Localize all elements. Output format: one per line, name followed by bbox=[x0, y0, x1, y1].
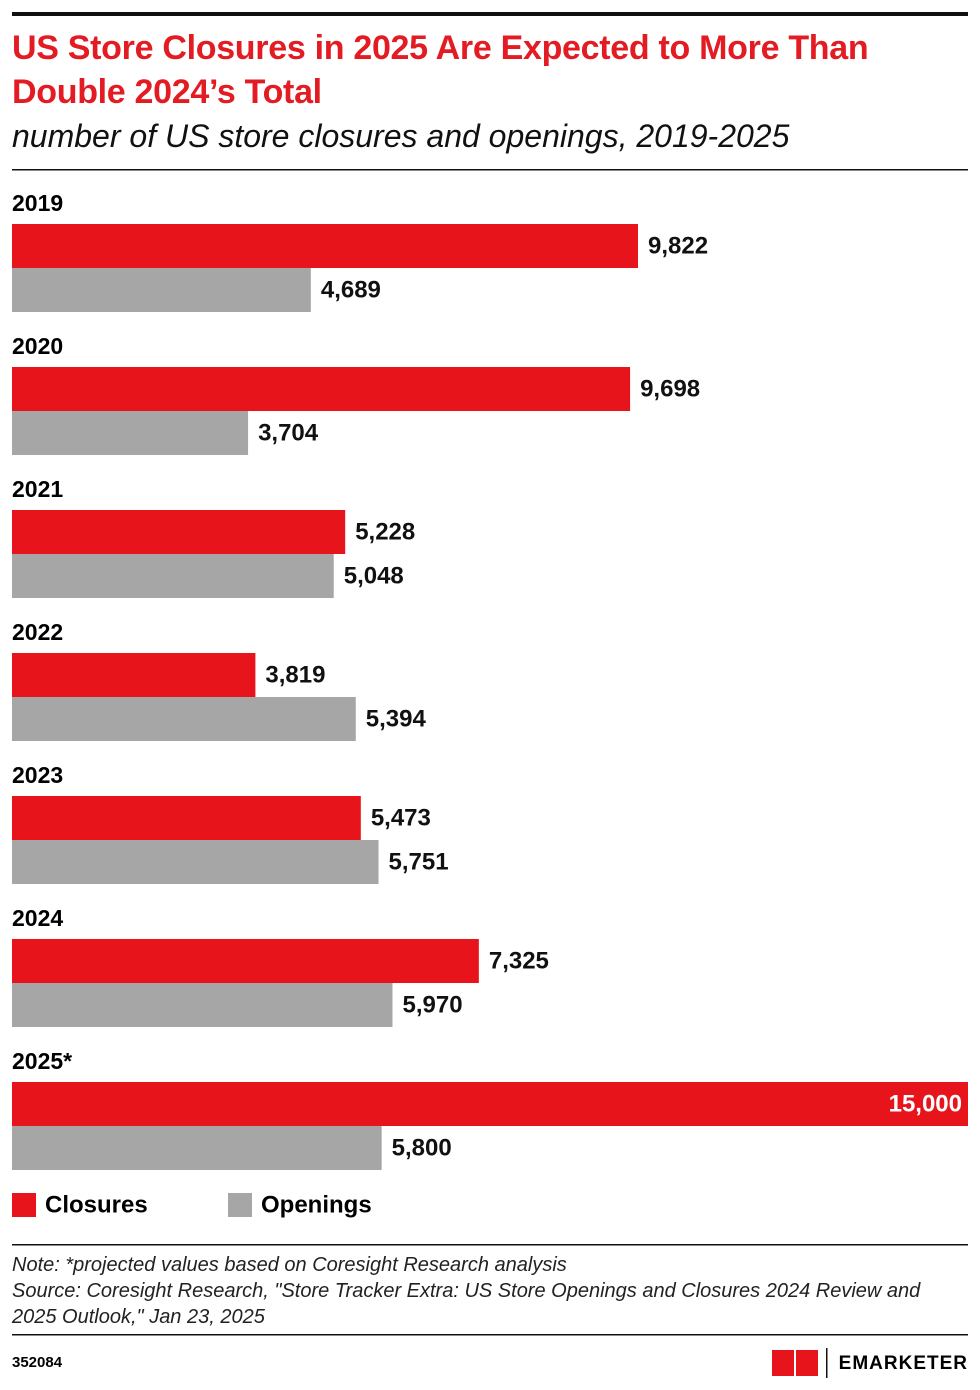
rule bbox=[12, 169, 968, 171]
bar bbox=[12, 697, 356, 741]
legend-swatch bbox=[12, 1193, 36, 1217]
bar bbox=[12, 224, 638, 268]
category-label: 2019 bbox=[12, 190, 63, 216]
logo-mark bbox=[772, 1350, 794, 1376]
bar bbox=[12, 983, 393, 1027]
logo-mark bbox=[796, 1350, 818, 1376]
chart-id: 352084 bbox=[12, 1354, 63, 1371]
category-label: 2025* bbox=[12, 1048, 72, 1074]
category-label: 2020 bbox=[12, 333, 63, 359]
category-label: 2021 bbox=[12, 476, 63, 502]
bar bbox=[12, 653, 256, 697]
rule bbox=[12, 1244, 968, 1246]
logo-divider bbox=[826, 1348, 828, 1378]
value-label: 15,000 bbox=[889, 1090, 962, 1117]
value-label: 5,048 bbox=[344, 562, 404, 589]
value-label: 3,704 bbox=[258, 419, 319, 446]
bar bbox=[12, 268, 311, 312]
value-label: 3,819 bbox=[265, 661, 325, 688]
chart-subtitle: number of US store closures and openings… bbox=[12, 118, 790, 154]
bar bbox=[12, 840, 379, 884]
value-label: 5,394 bbox=[366, 705, 427, 732]
value-label: 5,800 bbox=[392, 1134, 452, 1161]
value-label: 5,473 bbox=[371, 804, 431, 831]
bar bbox=[12, 411, 249, 455]
value-label: 4,689 bbox=[321, 276, 381, 303]
chart-title: US Store Closures in 2025 Are Expected t… bbox=[12, 29, 869, 111]
top-rule bbox=[12, 12, 968, 16]
legend-swatch bbox=[228, 1193, 252, 1217]
logo: EMARKETER bbox=[772, 1348, 968, 1378]
value-label: 5,751 bbox=[389, 848, 449, 875]
bar bbox=[12, 1126, 382, 1170]
category-label: 2023 bbox=[12, 762, 63, 788]
bar bbox=[12, 939, 479, 983]
category-label: 2022 bbox=[12, 619, 63, 645]
value-label: 9,822 bbox=[648, 232, 708, 259]
value-label: 5,228 bbox=[355, 518, 415, 545]
bar bbox=[12, 367, 631, 411]
bar bbox=[12, 1082, 968, 1126]
value-label: 5,970 bbox=[402, 991, 462, 1018]
value-label: 7,325 bbox=[489, 947, 549, 974]
rule bbox=[12, 1334, 968, 1336]
legend-label: Openings bbox=[261, 1191, 372, 1218]
legend-label: Closures bbox=[45, 1191, 148, 1218]
brand: EMARKETER bbox=[839, 1353, 968, 1374]
bar bbox=[12, 510, 346, 554]
bar bbox=[12, 796, 361, 840]
note: Note: *projected values based on Coresig… bbox=[12, 1254, 567, 1276]
bar bbox=[12, 554, 334, 598]
category-label: 2024 bbox=[12, 905, 63, 931]
value-label: 9,698 bbox=[640, 375, 700, 402]
source: Source: Coresight Research, "Store Track… bbox=[12, 1280, 921, 1328]
